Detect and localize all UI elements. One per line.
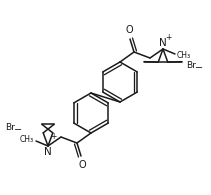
Text: +: + bbox=[165, 33, 171, 42]
Text: N: N bbox=[44, 147, 52, 157]
Text: N: N bbox=[159, 38, 167, 48]
Text: −: − bbox=[195, 63, 203, 73]
Text: Br: Br bbox=[186, 60, 196, 69]
Text: CH₃: CH₃ bbox=[20, 136, 34, 144]
Text: O: O bbox=[78, 160, 86, 170]
Text: +: + bbox=[50, 132, 56, 141]
Text: CH₃: CH₃ bbox=[177, 51, 191, 59]
Text: Br: Br bbox=[5, 122, 15, 131]
Text: O: O bbox=[125, 25, 133, 35]
Text: −: − bbox=[14, 125, 22, 135]
